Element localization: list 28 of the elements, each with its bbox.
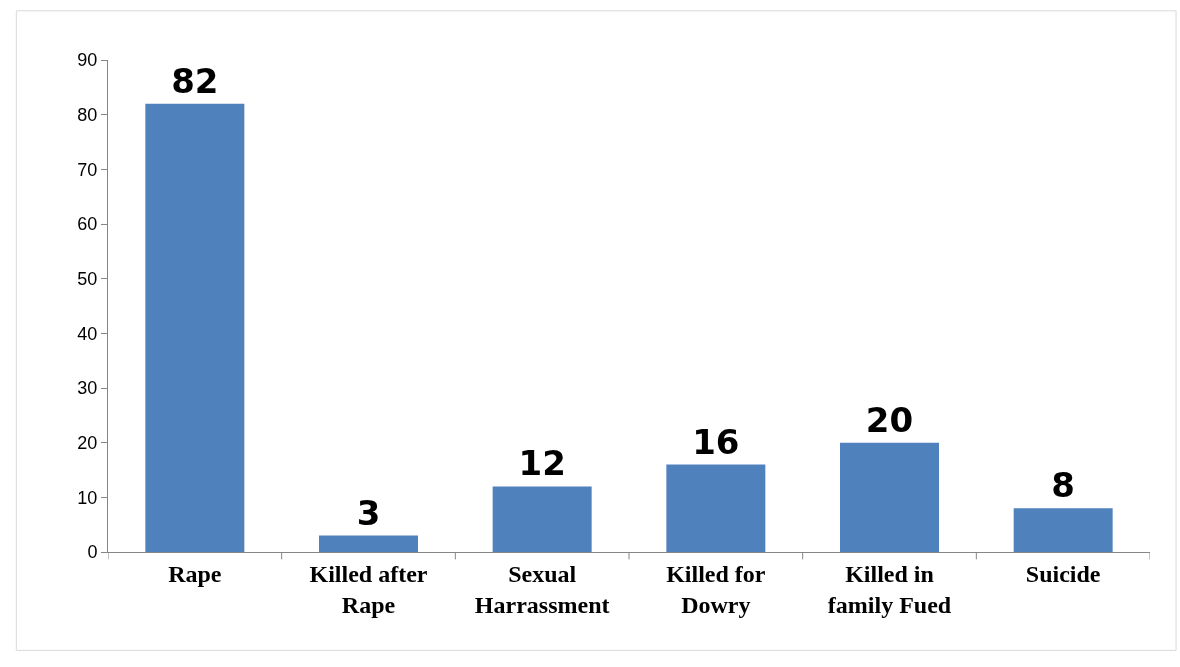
- y-tick-label: 50: [77, 268, 98, 289]
- bar: [666, 464, 766, 552]
- bar: [145, 103, 245, 552]
- y-tick-label: 30: [77, 378, 98, 399]
- x-tick-label: Killed after Rape: [309, 560, 428, 618]
- y-tick-label: 20: [77, 432, 98, 453]
- y-tick-label: 80: [77, 104, 98, 125]
- bar: [1013, 508, 1113, 552]
- y-tick-label: 70: [77, 159, 98, 180]
- bar: [319, 535, 418, 552]
- x-tick-label: Sexual Harrassment: [474, 560, 610, 618]
- x-tick-label: Killed for Dowry: [666, 560, 766, 618]
- x-tick-label: Suicide: [1025, 560, 1101, 587]
- data-label: 3: [356, 492, 381, 533]
- x-tick-label: Rape: [168, 560, 222, 587]
- bar: [492, 486, 592, 552]
- data-label: 82: [171, 60, 219, 101]
- x-tick-label: Killed in family Fued: [827, 560, 952, 618]
- y-tick-label: 40: [77, 323, 98, 344]
- data-label: 20: [865, 399, 914, 440]
- y-tick-label: 0: [87, 542, 98, 563]
- y-tick-label: 60: [77, 214, 98, 235]
- data-label: 8: [1051, 465, 1075, 506]
- y-tick-label: 90: [77, 50, 98, 71]
- data-label: 12: [518, 443, 566, 484]
- y-tick-label: 10: [77, 487, 98, 508]
- bar: [840, 442, 939, 552]
- data-label: 16: [692, 421, 740, 462]
